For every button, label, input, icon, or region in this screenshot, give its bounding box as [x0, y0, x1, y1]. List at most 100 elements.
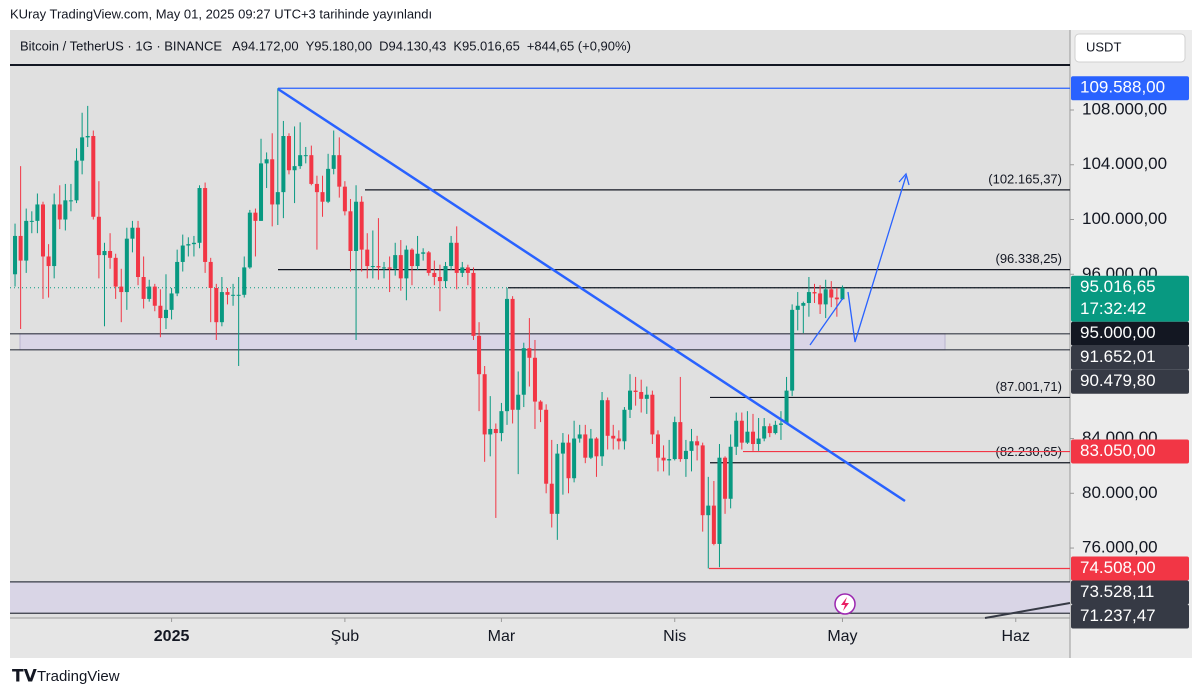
currency[interactable]: USDT — [1086, 39, 1121, 54]
candle-body — [370, 266, 375, 268]
symbol: Bitcoin / TetherUS · 1G · BINANCE — [20, 38, 222, 53]
currency-button[interactable] — [1074, 33, 1186, 63]
candle-body — [141, 277, 146, 299]
candle-body — [382, 267, 387, 269]
candle-body — [443, 266, 448, 282]
candle-body — [706, 505, 711, 516]
ohlc-value: 95.180,00 — [314, 38, 372, 53]
y-tick-label: 80.000,00 — [1082, 483, 1158, 502]
candle-body — [532, 357, 537, 402]
candle-body — [74, 160, 79, 201]
candle-body — [393, 255, 398, 269]
candle-body — [600, 400, 605, 457]
candle-body — [398, 255, 403, 279]
candle-body — [326, 168, 331, 202]
candle-body — [63, 200, 68, 220]
candle-body — [505, 298, 510, 412]
candle-body — [29, 220, 34, 222]
candle-body — [80, 137, 85, 161]
candle-body — [270, 159, 275, 205]
candle-body — [611, 435, 616, 439]
candle-body — [242, 267, 247, 295]
candle-body — [52, 204, 57, 267]
candle-body — [756, 438, 761, 445]
candle-body — [354, 201, 359, 251]
candle-body — [208, 261, 213, 288]
candle-body — [650, 394, 655, 435]
price-badge-label: 95.000,00 — [1080, 323, 1156, 342]
candle-body — [460, 267, 465, 273]
candle-body — [85, 136, 90, 138]
candle-body — [236, 294, 241, 296]
candle-body — [762, 426, 767, 439]
x-tick-label: Haz — [1002, 628, 1030, 645]
zone — [10, 581, 1070, 614]
candle-body — [169, 293, 174, 310]
candle-body — [790, 309, 795, 391]
candle-body — [667, 459, 672, 461]
change: +844,65 (+0,90%) — [527, 38, 631, 53]
candle-body — [337, 155, 342, 187]
time-axis — [10, 618, 1070, 658]
candle-body — [409, 249, 414, 267]
candle-body — [404, 249, 409, 279]
ohlc-value: 95.016,65 — [462, 38, 520, 53]
projection-arrow — [847, 175, 907, 343]
x-tick-label: May — [827, 628, 857, 645]
candle-body — [499, 411, 504, 434]
candle-body — [510, 298, 515, 410]
price-badge — [1071, 345, 1189, 370]
price-badge-timer: 17:32:42 — [1080, 299, 1146, 318]
candle-body — [309, 155, 314, 184]
price-badge-label: 90.479,80 — [1080, 371, 1156, 390]
zone — [19, 333, 946, 351]
candle-body — [180, 245, 185, 262]
drawings: (102.165,37)(96.338,25)(87.001,71)(82.23… — [10, 87, 1070, 614]
candle-body — [68, 200, 73, 202]
candle-body — [644, 394, 649, 399]
candle-body — [622, 409, 627, 442]
y-tick-label: 76.000,00 — [1082, 538, 1158, 557]
candle-body — [303, 155, 308, 157]
candle-body — [795, 305, 800, 310]
price-badge-label: 71.237,47 — [1080, 606, 1156, 625]
price-badge — [1071, 556, 1189, 581]
candle-body — [108, 250, 113, 258]
candle-body — [812, 292, 817, 294]
candle-body — [695, 441, 700, 446]
y-tick-label: 108.000,00 — [1082, 99, 1167, 118]
logo-mark: 𝗧𝗩 — [12, 666, 38, 685]
candle-body — [298, 155, 303, 167]
candle-body — [175, 261, 180, 294]
candles — [13, 88, 845, 569]
candle-body — [767, 426, 772, 434]
candle-body — [24, 220, 29, 261]
candle-body — [717, 457, 722, 544]
candle-body — [46, 256, 51, 267]
y-tick-label: 100.000,00 — [1082, 209, 1167, 228]
price-badge-label: 73.528,11 — [1080, 582, 1154, 601]
y-tick-label: 104.000,00 — [1082, 154, 1167, 173]
plot-area — [10, 30, 1070, 618]
candle-body — [672, 422, 677, 460]
price-badge — [1071, 275, 1189, 322]
candle-body — [432, 272, 437, 278]
candle-body — [203, 188, 208, 262]
ohlc-value: 94.172,00 — [241, 38, 299, 53]
price-badge-label: 95.016,65 — [1080, 277, 1156, 296]
candle-body — [627, 390, 633, 410]
candle-body — [214, 287, 219, 323]
candle-body — [18, 235, 23, 261]
candle-body — [572, 438, 577, 479]
candle-body — [801, 303, 806, 306]
candle-body — [197, 188, 202, 243]
candle-body — [834, 297, 839, 300]
candle-body — [544, 409, 549, 484]
candle-body — [449, 242, 454, 267]
candle-body — [437, 277, 442, 282]
candle-body — [253, 212, 258, 221]
candle-body — [521, 348, 526, 395]
price-badge-label: 83.050,00 — [1080, 441, 1156, 460]
price-badge-label: 109.588,00 — [1080, 78, 1165, 97]
candle-body — [342, 186, 347, 212]
